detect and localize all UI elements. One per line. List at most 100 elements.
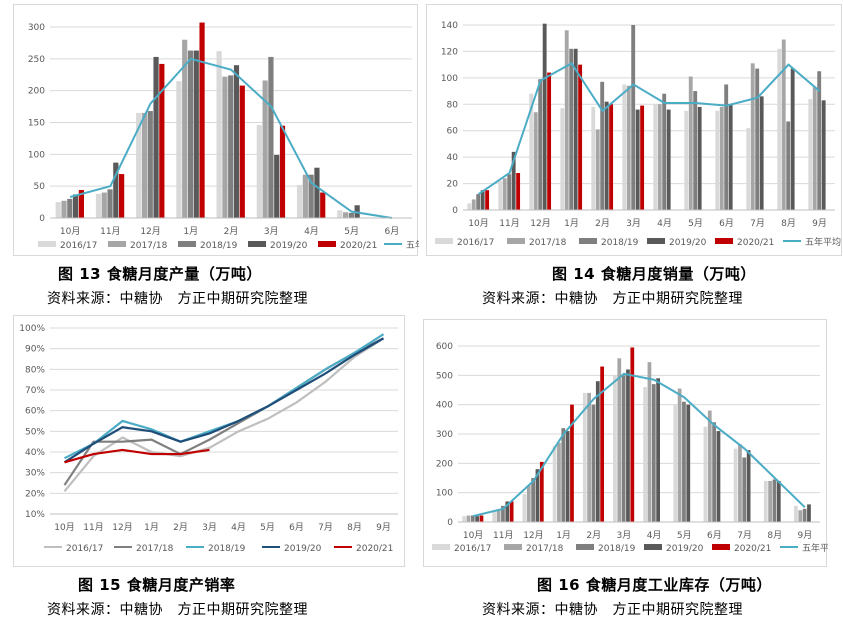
figure-title: 图 14 食糖月度销量（万吨） (552, 263, 756, 284)
bar (807, 504, 811, 522)
chart-panel-sales: 0 20 40 60 80 100 120 140 10月 11月 12月 1月 2月 3月 4月 5月 6月 7… (426, 4, 842, 256)
chart-inventory: 010020030040050060010月 11月 12月 1月 2月 3月 4月 5月 6月… (424, 320, 828, 568)
legend-label: 五年平均 (802, 542, 828, 554)
legend-label: 2017/18 (529, 238, 567, 248)
bar (724, 84, 728, 210)
legend-swatch (318, 241, 336, 247)
bar (566, 431, 570, 522)
legend-label: 2018/19 (601, 238, 639, 248)
bar (498, 181, 502, 210)
bar (560, 108, 564, 210)
legend-label: 2017/18 (130, 241, 168, 251)
bar (630, 347, 634, 522)
bar (652, 384, 656, 522)
x-tick-label: 11月 (100, 226, 120, 237)
bar (523, 494, 527, 522)
legend-label: 2019/20 (666, 544, 704, 554)
y-tick-label: 20 (447, 180, 459, 190)
x-tick-label: 6月 (385, 226, 400, 237)
bar (534, 112, 538, 210)
x-tick-label: 8月 (781, 218, 796, 229)
legend-swatch (38, 241, 56, 247)
legend-label: 2018/19 (200, 241, 238, 251)
legend-swatch (248, 241, 266, 247)
x-tick-label: 7月 (750, 218, 765, 229)
bar (751, 63, 755, 210)
legend-swatch (712, 544, 730, 550)
bar (658, 104, 662, 210)
bar (228, 75, 233, 218)
bar (653, 104, 657, 210)
x-tick-label: 2月 (586, 530, 601, 541)
bar (343, 212, 348, 218)
bar (507, 174, 511, 210)
legend-label: 2019/20 (284, 544, 322, 554)
bar (684, 111, 688, 210)
x-tick-label: 2月 (595, 218, 610, 229)
x-tick-label: 12月 (530, 218, 550, 229)
bar (61, 201, 66, 218)
bar (557, 443, 561, 522)
bar (786, 121, 790, 210)
bar (747, 450, 751, 522)
y-tick-label: 80 (447, 100, 459, 110)
bar (527, 485, 531, 522)
bar (678, 389, 682, 522)
bar (467, 203, 471, 210)
figure-source: 资料来源：中糖协 方正中期研究院整理 (47, 288, 308, 308)
legend-label: 2020/21 (356, 544, 393, 554)
y-tick-label: 90% (25, 345, 45, 355)
figure-title: 图 13 食糖月度产量（万吨） (58, 263, 262, 284)
y-tick-label: 100 (441, 74, 458, 84)
bar (686, 405, 690, 522)
bar (734, 449, 738, 522)
x-tick-label: 3月 (617, 530, 632, 541)
legend-label: 五年平均 (406, 239, 419, 251)
bar (627, 86, 631, 210)
y-tick-label: 0 (447, 518, 453, 528)
y-tick-label: 40 (447, 153, 459, 163)
bar (587, 393, 591, 522)
x-tick-label: 1月 (556, 530, 571, 541)
x-tick-label: 2月 (224, 226, 239, 237)
y-tick-label: 60% (25, 407, 45, 417)
bar (503, 178, 507, 210)
y-tick-label: 120 (441, 47, 458, 57)
bar (148, 111, 153, 218)
bar (472, 199, 476, 210)
chart-panel-production: 0 50 100 150 200 250 300 10月 11月 12月 1月 2月 3月 4月 5月 6月 2… (13, 4, 418, 256)
x-tick-label: 9月 (798, 530, 813, 541)
bar (257, 125, 262, 218)
legend-swatch (647, 238, 665, 244)
bar (715, 111, 719, 210)
bar (673, 405, 677, 522)
bar (516, 173, 520, 210)
x-tick-label: 6月 (707, 530, 722, 541)
bar (798, 510, 802, 522)
bar (497, 510, 501, 522)
y-tick-label: 30% (25, 469, 45, 479)
bar (119, 174, 124, 218)
bar (142, 113, 147, 218)
bar (492, 512, 496, 522)
y-tick-label: 20% (25, 489, 45, 499)
bar (813, 87, 817, 210)
x-tick-label: 7月 (318, 522, 333, 533)
bar (320, 193, 325, 218)
bar (565, 30, 569, 210)
bar (717, 431, 721, 522)
y-tick-label: 80% (25, 365, 45, 375)
y-tick-label: 100% (19, 324, 45, 334)
bar (626, 369, 630, 522)
bar (729, 104, 733, 210)
x-tick-label: 9月 (812, 218, 827, 229)
x-tick-label: 7月 (737, 530, 752, 541)
bar (578, 65, 582, 210)
y-tick-label: 200 (436, 459, 453, 469)
y-tick-label: 60 (447, 127, 459, 137)
bar (268, 57, 273, 218)
bar (591, 107, 595, 210)
bar (613, 375, 617, 522)
chart-sales-ratio: 10% 20% 30% 40% 50% 60% 70% 80% 90% 100% 10月 11月 12月… (14, 316, 406, 568)
bar (808, 99, 812, 210)
